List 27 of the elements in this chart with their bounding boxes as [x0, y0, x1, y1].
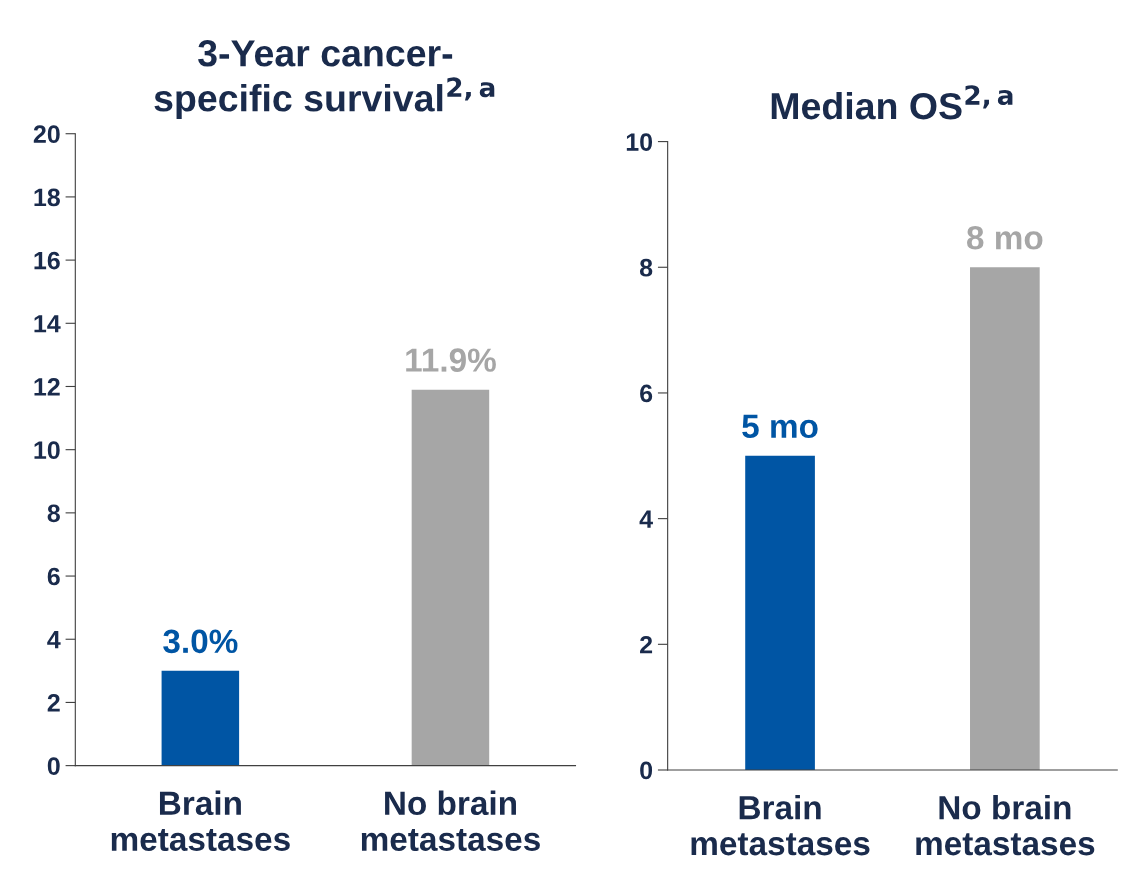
- data-label: 3.0%: [163, 629, 238, 654]
- y-tick-label: 8: [47, 504, 60, 523]
- y-tick-label: 20: [33, 125, 60, 144]
- y-tick-label: 6: [640, 384, 653, 403]
- y-tick-label: 2: [47, 694, 60, 712]
- y-tick-label: 8: [639, 258, 653, 277]
- y-tick-label: 16: [34, 251, 60, 270]
- y-tick-label: 14: [34, 315, 61, 333]
- x-tick-label: No brain metastases: [361, 790, 540, 852]
- y-tick-label: 0: [640, 761, 653, 780]
- chart-title: 3-Year cancer- specific survival$^{2,a}$: [154, 40, 495, 119]
- y-tick-label: 10: [34, 441, 60, 459]
- x-tick-label: Brain metastases: [111, 790, 290, 852]
- y-tick-label: 4: [639, 510, 653, 528]
- x-tick-label: Brain metastases: [691, 794, 870, 856]
- chart-title: Median OS$^{2,a}$: [771, 85, 1013, 120]
- x-tick-label: No brain metastases: [916, 794, 1095, 856]
- data-label: 5 mo: [742, 414, 818, 439]
- y-tick-label: 0: [47, 757, 60, 775]
- y-tick-label: 12: [34, 378, 60, 396]
- data-label: 11.9%: [406, 348, 496, 372]
- y-tick-label: 10: [626, 133, 653, 151]
- y-tick-label: 6: [47, 567, 60, 586]
- y-tick-label: 4: [47, 631, 61, 649]
- data-label: 8 mo: [967, 225, 1043, 250]
- y-tick-label: 18: [34, 188, 60, 207]
- y-tick-label: 2: [640, 635, 653, 654]
